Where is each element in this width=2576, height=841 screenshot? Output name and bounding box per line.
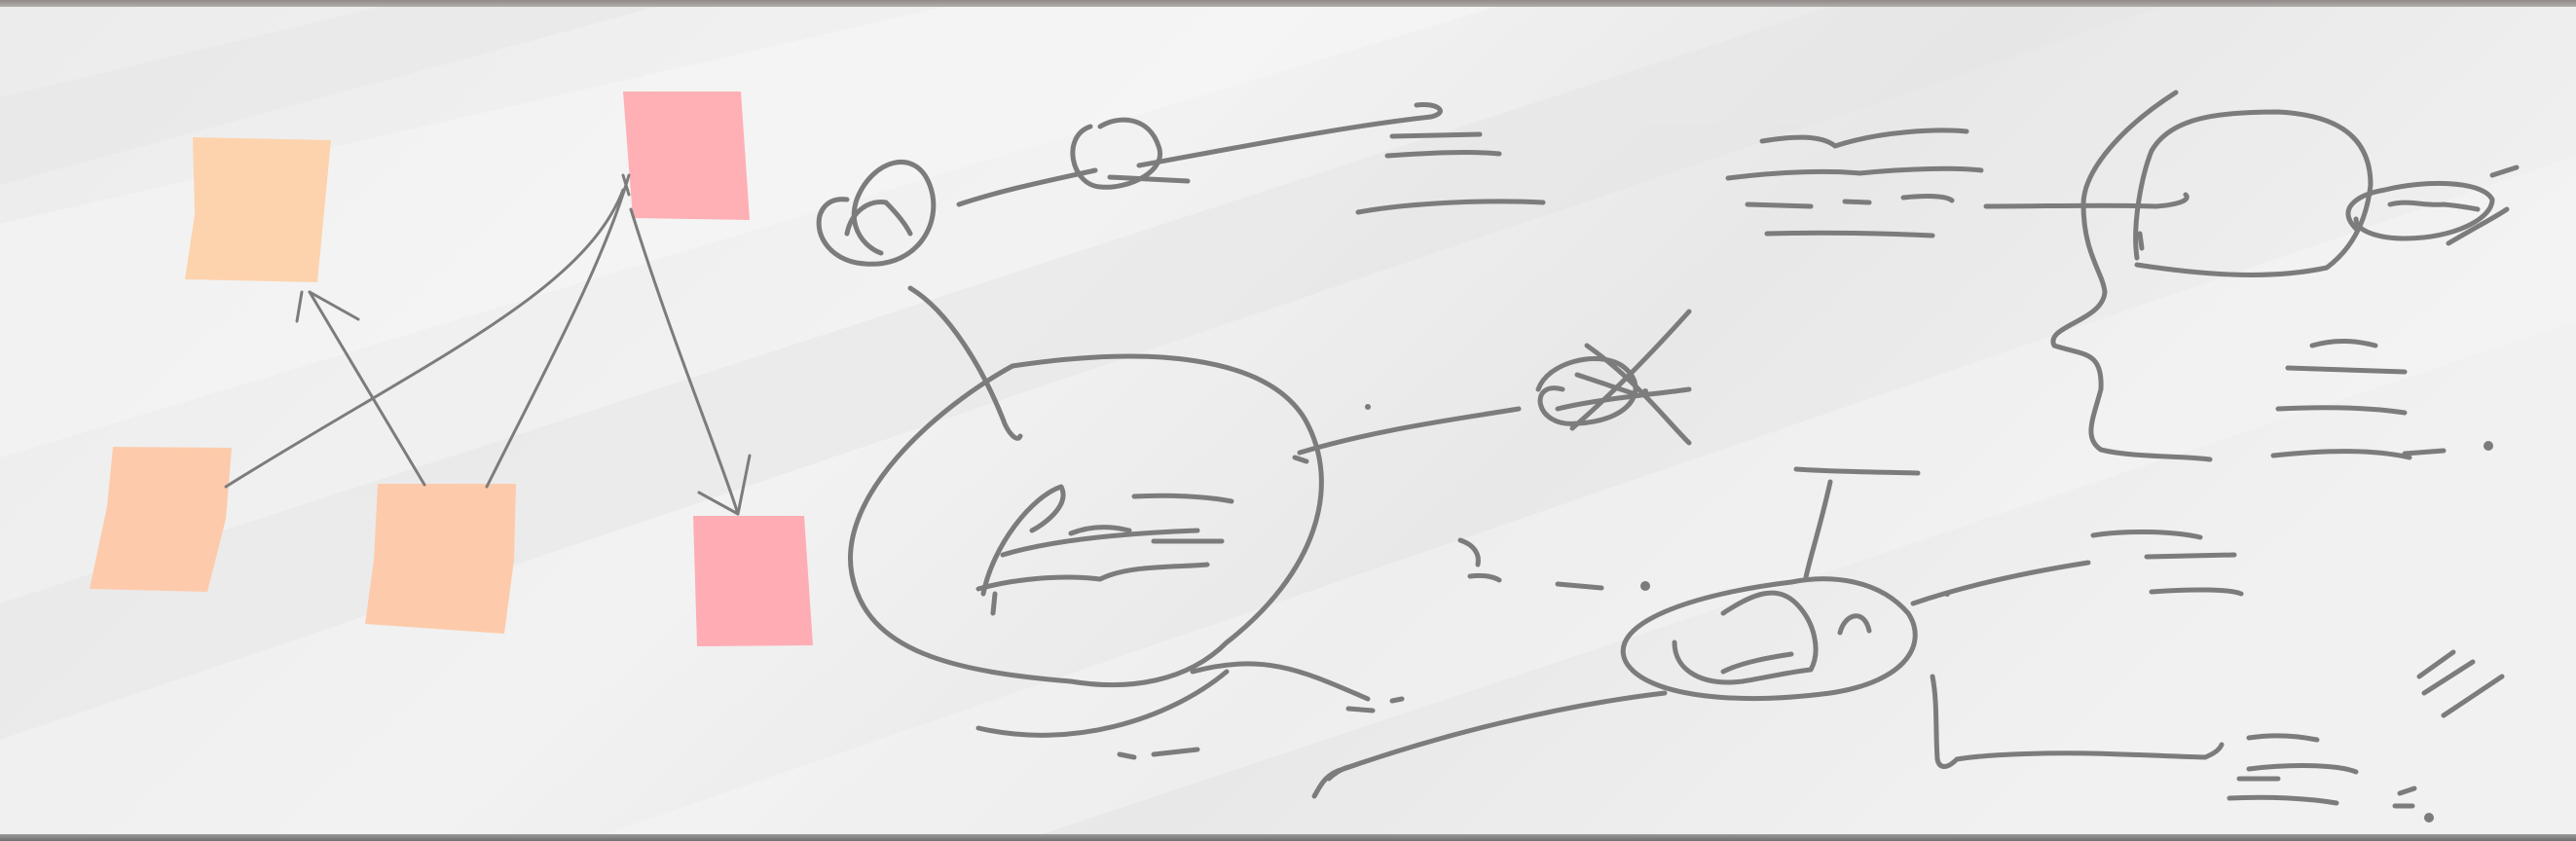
sticky-note-pink-top-center (623, 91, 750, 220)
whiteboard-top-frame (0, 0, 2576, 7)
sticky-note-peach-bottom-center (365, 484, 516, 634)
sticky-note-pink-bottom-right (693, 516, 813, 646)
whiteboard-bottom-frame (0, 834, 2576, 841)
marker-sketches (816, 90, 2520, 809)
sticky-note-peach-bottom-left (90, 447, 232, 592)
sticky-notes (90, 91, 813, 646)
sticky-note-peach-top-left (185, 137, 331, 282)
marker-dots (1365, 388, 2493, 823)
note-connectors (224, 173, 752, 516)
